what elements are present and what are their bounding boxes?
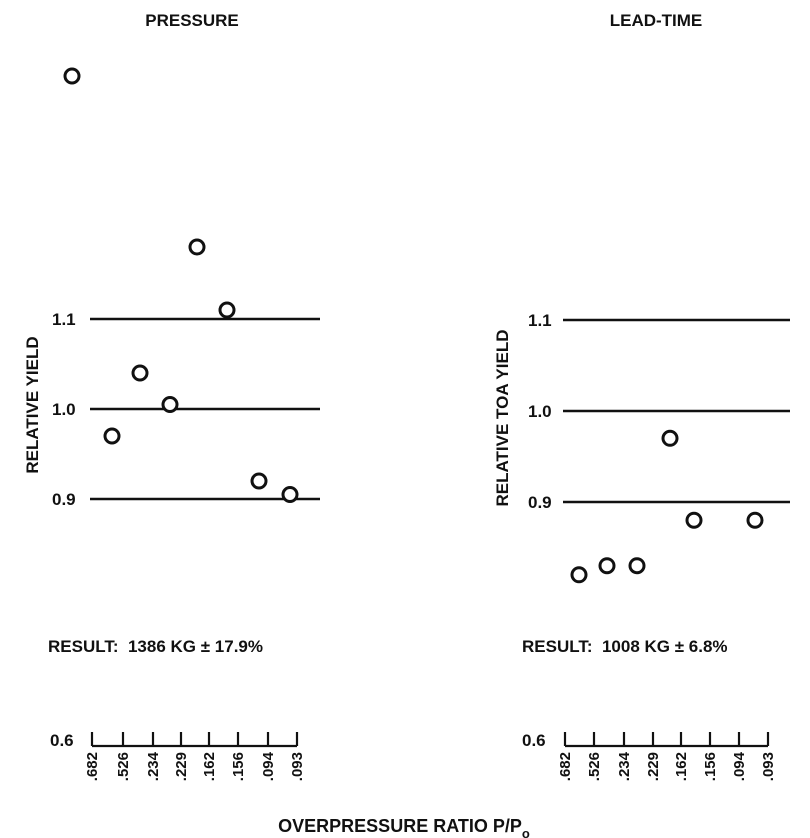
data-point-pressure-3 xyxy=(161,396,179,413)
shared-x-axis-label-subscript: o xyxy=(522,826,530,838)
x-tick-label-lead-time-7: .093 xyxy=(760,752,777,781)
y-tick-label-lead-time-2: 1.1 xyxy=(528,311,552,330)
result-text-pressure: RESULT: 1386 KG ± 17.9% xyxy=(48,637,263,656)
x-tick-label-lead-time-4: .162 xyxy=(673,752,690,781)
y-tick-label-pressure-0: 0.9 xyxy=(52,490,76,509)
reference-lines-pressure xyxy=(90,317,320,501)
data-point-pressure-6 xyxy=(250,472,268,490)
data-points-pressure xyxy=(63,67,299,503)
lead-time-panel: LEAD-TIME RELATIVE TOA YIELD 0.9 1.0 1.1 R… xyxy=(493,11,790,781)
data-point-lead-time-3 xyxy=(661,429,679,447)
x-tick-label-pressure-4: .162 xyxy=(201,752,218,781)
x-tick-label-lead-time-3: .229 xyxy=(645,752,662,781)
y-axis-label-lead-time: RELATIVE TOA YIELD xyxy=(493,330,512,507)
data-point-pressure-0 xyxy=(63,67,81,85)
y-axis-label-pressure: RELATIVE YIELD xyxy=(23,336,42,473)
x-tick-label-pressure-1: .526 xyxy=(115,752,132,781)
x-tick-label-pressure-6: .094 xyxy=(260,751,277,781)
data-point-pressure-4 xyxy=(188,238,206,256)
data-point-lead-time-1 xyxy=(598,557,616,575)
data-point-pressure-5 xyxy=(218,301,236,319)
x-tick-label-lead-time-5: .156 xyxy=(702,752,719,781)
x-tick-label-pressure-0: .682 xyxy=(84,752,101,781)
reference-lines-lead-time xyxy=(563,318,790,504)
data-point-lead-time-4 xyxy=(685,511,703,529)
x-axis-scale-lead-time: 0.6 .682 .526 .234 .229 .162 .156 .094 .093 xyxy=(522,731,777,781)
data-point-pressure-7 xyxy=(281,486,299,503)
result-text-lead-time: RESULT: 1008 KG ± 6.8% xyxy=(522,637,728,656)
x-tick-label-lead-time-2: .234 xyxy=(616,751,633,781)
data-point-lead-time-2 xyxy=(628,557,646,575)
data-point-lead-time-0 xyxy=(570,566,588,584)
x-tick-label-pressure-2: .234 xyxy=(145,751,162,781)
x-axis-start-label-pressure: 0.6 xyxy=(50,731,74,750)
y-tick-label-pressure-2: 1.1 xyxy=(52,310,76,329)
y-tick-label-pressure-1: 1.0 xyxy=(52,400,76,419)
x-tick-label-lead-time-6: .094 xyxy=(731,751,748,781)
y-tick-labels-lead-time: 0.9 1.0 1.1 xyxy=(528,311,552,512)
data-point-pressure-2 xyxy=(131,364,149,382)
x-tick-label-pressure-3: .229 xyxy=(173,752,190,781)
x-tick-label-lead-time-1: .526 xyxy=(586,752,603,781)
data-points-lead-time xyxy=(570,429,764,584)
shared-x-axis-label: OVERPRESSURE RATIO P/Po xyxy=(278,816,530,838)
y-tick-label-lead-time-1: 1.0 xyxy=(528,402,552,421)
shared-x-axis-label-main: OVERPRESSURE RATIO P/P xyxy=(278,816,522,836)
y-tick-label-lead-time-0: 0.9 xyxy=(528,493,552,512)
x-tick-label-lead-time-0: .682 xyxy=(557,752,574,781)
x-axis-start-label-lead-time: 0.6 xyxy=(522,731,546,750)
x-axis-scale-pressure: 0.6 .682 .526 .234 .229 .162 .156 .094 .093 xyxy=(50,731,306,781)
x-tick-label-pressure-7: .093 xyxy=(289,752,306,781)
chart-title-lead-time: LEAD-TIME xyxy=(610,11,703,30)
y-tick-labels-pressure: 0.9 1.0 1.1 xyxy=(52,310,76,509)
data-point-lead-time-5 xyxy=(746,511,764,529)
chart-title-pressure: PRESSURE xyxy=(145,11,239,30)
data-point-pressure-1 xyxy=(103,427,121,445)
x-tick-label-pressure-5: .156 xyxy=(230,752,247,781)
pressure-panel: PRESSURE RELATIVE YIELD 0.9 1.0 1.1 RESULT… xyxy=(23,11,320,781)
